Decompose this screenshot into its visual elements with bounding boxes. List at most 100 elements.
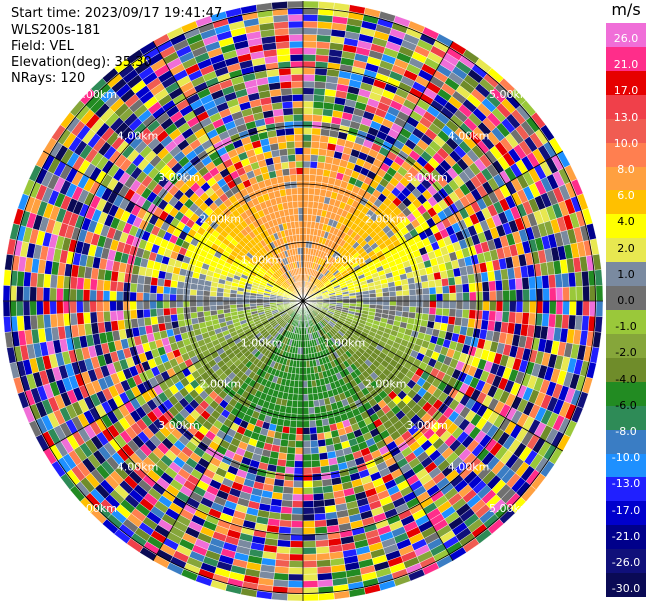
ppi-gate <box>314 526 328 535</box>
ppi-gate <box>349 298 357 302</box>
ppi-gate <box>163 286 171 295</box>
ppi-gate <box>287 580 304 588</box>
ppi-gate <box>196 300 204 307</box>
ppi-gate <box>189 300 197 308</box>
ppi-gate <box>42 287 51 302</box>
ppi-gate <box>318 445 328 454</box>
ppi-gate <box>309 167 318 176</box>
ppi-gate <box>302 354 307 362</box>
ppi-gate <box>468 282 477 293</box>
ppi-gate <box>189 289 198 296</box>
ppi-gate <box>3 316 12 333</box>
ppi-gate <box>96 290 104 302</box>
ppi-gate <box>295 440 304 448</box>
ppi-gate <box>162 293 170 302</box>
ppi-gate <box>356 300 364 305</box>
ppi-gate <box>449 300 457 310</box>
ppi-gate <box>302 394 309 402</box>
ppi-gate <box>299 354 304 362</box>
ppi-gate <box>302 360 307 368</box>
ppi-gate <box>395 290 404 297</box>
ppi-gate <box>122 300 131 311</box>
ppi-gate <box>286 446 296 455</box>
ppi-gate <box>468 309 477 320</box>
ppi-gate <box>49 300 57 315</box>
ppi-gate <box>389 300 397 307</box>
ppi-gate <box>428 286 437 295</box>
ppi-gate <box>317 154 327 163</box>
ppi-gate <box>312 107 324 116</box>
ppi-gate <box>515 312 523 325</box>
ppi-gate <box>284 473 295 481</box>
ppi-gate <box>293 387 299 395</box>
ppi-gate <box>222 304 231 310</box>
ppi-gate <box>69 288 77 302</box>
ppi-gate <box>561 272 570 288</box>
ppi-gate <box>299 360 304 368</box>
ppi-gate <box>311 134 321 143</box>
ppi-gate <box>302 374 308 382</box>
ppi-gate <box>595 300 604 317</box>
ppi-gate <box>156 293 164 302</box>
ppi-gate <box>293 473 304 482</box>
ppi-gate <box>279 519 292 528</box>
ppi-gate <box>428 307 437 316</box>
ppi-gate <box>129 291 137 302</box>
ppi-gate <box>96 311 105 323</box>
ppi-gate <box>289 547 304 555</box>
ppi-gate <box>369 300 377 305</box>
ppi-gate <box>190 317 199 325</box>
ppi-gate <box>318 148 328 157</box>
ppi-gate <box>302 513 315 522</box>
ppi-gate <box>291 507 304 515</box>
ppi-gate <box>109 290 117 302</box>
ppi-gate <box>316 432 326 441</box>
ppi-gate <box>495 290 504 302</box>
ppi-gate <box>22 286 31 302</box>
ppi-gate <box>116 310 125 321</box>
ppi-gate <box>422 287 430 295</box>
ppi-gate <box>302 547 317 555</box>
ppi-gate <box>311 386 318 394</box>
ppi-gate <box>169 286 178 295</box>
ppi-gate <box>296 407 304 415</box>
ppi-gate <box>314 519 327 528</box>
ppi-gate <box>76 300 84 314</box>
ppi-gate <box>281 493 294 501</box>
ppi-gate <box>313 499 325 508</box>
ppi-gate <box>316 41 331 50</box>
ppi-gate <box>291 400 298 408</box>
ppi-gate <box>449 292 457 302</box>
ppi-gate <box>150 276 159 286</box>
ppi-gate <box>541 313 550 327</box>
ppi-gate <box>315 539 329 548</box>
ppi-gate <box>294 453 304 462</box>
ppi-gate <box>102 300 111 312</box>
ppi-gate <box>489 290 497 302</box>
ppi-gate <box>302 487 314 495</box>
ppi-gate <box>43 273 52 288</box>
ppi-gate <box>442 300 450 309</box>
ppi-gate <box>313 94 325 103</box>
ppi-gate <box>454 316 463 327</box>
ppi-gate <box>116 300 124 311</box>
ppi-gate <box>56 287 64 302</box>
ppi-gate <box>495 310 503 323</box>
ppi-gate <box>302 580 319 588</box>
ppi-gate <box>381 287 390 293</box>
ppi-gate <box>302 134 312 142</box>
ppi-gate <box>309 174 317 182</box>
ppi-gate <box>236 300 244 305</box>
ppi-gate <box>508 278 517 291</box>
ppi-gate <box>312 486 324 495</box>
ppi-gate <box>421 281 430 289</box>
ppi-gate <box>310 453 320 461</box>
ppi-gate <box>295 434 304 442</box>
ppi-gate <box>317 21 333 30</box>
ppi-gate <box>302 140 312 149</box>
ppi-gate <box>36 314 45 330</box>
ppi-gate <box>311 121 322 129</box>
ppi-gate <box>316 161 326 170</box>
ppi-gate <box>156 315 165 325</box>
ppi-gate <box>280 506 293 515</box>
